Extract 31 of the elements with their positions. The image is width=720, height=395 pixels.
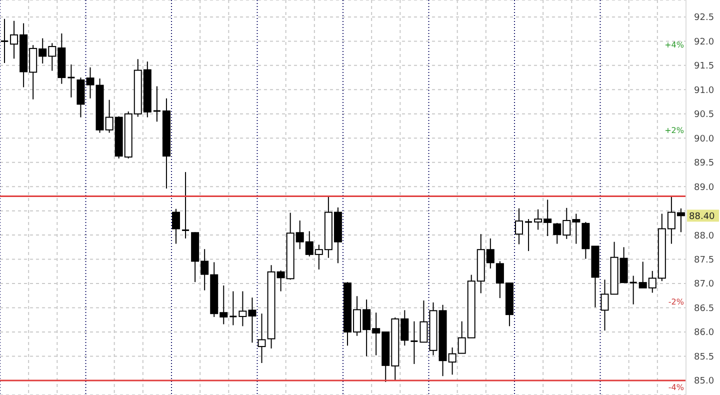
y-tick-label: 92.0 bbox=[694, 37, 714, 48]
candlestick bbox=[66, 64, 76, 98]
y-tick-label: 91.5 bbox=[694, 62, 714, 72]
annotation: +2% bbox=[664, 126, 684, 135]
candlestick bbox=[152, 86, 162, 122]
y-tick-label: 92.5 bbox=[694, 13, 714, 24]
y-tick-label: 87.0 bbox=[694, 280, 714, 290]
candlestick bbox=[228, 290, 238, 326]
y-tick-label: 87.5 bbox=[694, 255, 714, 266]
y-tick-label: 85.5 bbox=[694, 352, 714, 362]
candlestick bbox=[629, 275, 638, 305]
y-tick-label: 86.5 bbox=[694, 304, 714, 314]
annotation: -4% bbox=[668, 383, 684, 392]
candlestick bbox=[420, 300, 428, 343]
y-tick-label: 86.0 bbox=[694, 328, 714, 338]
y-tick-label: 90.5 bbox=[694, 110, 714, 120]
candlestick bbox=[524, 218, 533, 252]
y-tick-label: 88.0 bbox=[694, 231, 714, 242]
annotation: 88.40 bbox=[689, 212, 716, 222]
y-tick-label: 89.0 bbox=[694, 182, 714, 193]
candlestick bbox=[410, 320, 418, 364]
candlestick bbox=[172, 208, 180, 244]
annotation: +4% bbox=[664, 40, 684, 50]
y-tick-label: 91.0 bbox=[694, 86, 714, 96]
y-tick-label: 89.5 bbox=[694, 158, 714, 169]
candlestick bbox=[181, 172, 190, 239]
candlestick bbox=[515, 208, 523, 245]
y-tick-label: 90.0 bbox=[694, 134, 714, 144]
annotation: -2% bbox=[668, 297, 684, 306]
y-tick-label: 85.0 bbox=[694, 376, 714, 387]
candlestick bbox=[0, 18, 9, 64]
